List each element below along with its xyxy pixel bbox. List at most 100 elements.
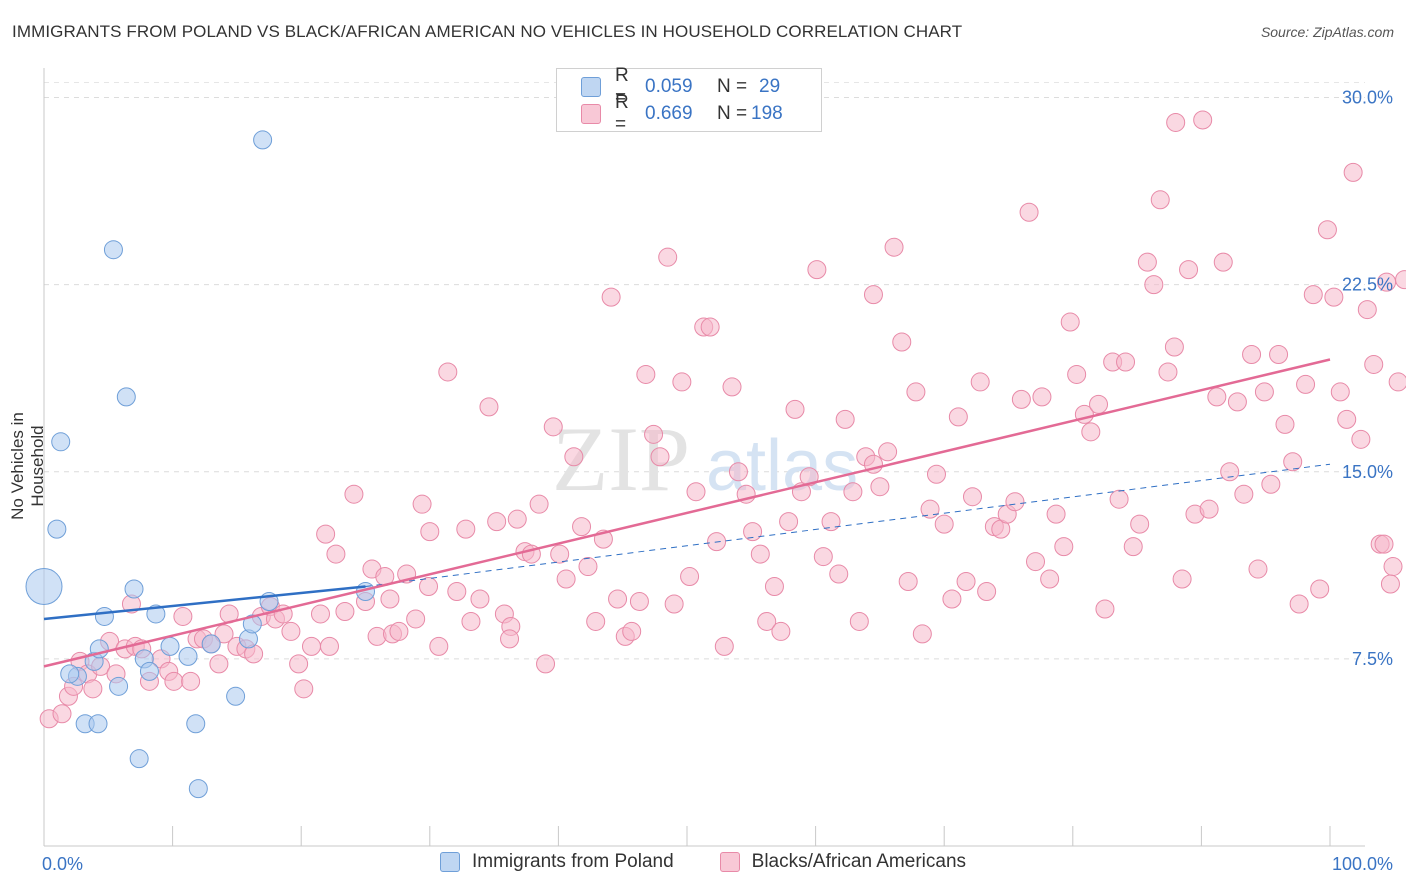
data-point-black-99 xyxy=(771,621,791,641)
correlation-legend: R = 0.059 N = 29 R = 0.669 N = 198 xyxy=(556,65,822,135)
data-point-black-166 xyxy=(1242,344,1262,364)
data-point-black-140 xyxy=(1060,312,1080,332)
data-point-black-125 xyxy=(956,572,976,592)
data-point-black-17 xyxy=(164,671,184,691)
data-point-black-108 xyxy=(835,409,855,429)
data-point-poland-25 xyxy=(242,614,262,634)
axes xyxy=(43,68,1365,847)
data-point-black-160 xyxy=(1199,499,1219,519)
data-point-poland-4 xyxy=(116,387,136,407)
data-point-poland-1 xyxy=(47,519,67,539)
data-point-black-156 xyxy=(1172,569,1192,589)
data-point-black-169 xyxy=(1261,474,1281,494)
data-point-black-96 xyxy=(750,544,770,564)
data-point-black-164 xyxy=(1227,392,1247,412)
data-point-black-59 xyxy=(487,512,507,532)
legend-swatch-poland xyxy=(581,77,601,97)
data-point-black-145 xyxy=(1095,599,1115,619)
legend-item-black: Blacks/African Americans xyxy=(719,851,966,873)
data-point-black-163 xyxy=(1220,462,1240,482)
data-point-black-72 xyxy=(578,557,598,577)
data-point-black-66 xyxy=(536,654,556,674)
data-point-black-37 xyxy=(310,604,330,624)
trend-line-poland xyxy=(43,585,366,621)
data-point-black-78 xyxy=(622,621,642,641)
legend-r-value: 0.669 xyxy=(645,103,693,124)
data-point-black-153 xyxy=(1150,190,1170,210)
data-point-black-168 xyxy=(1254,382,1274,402)
data-point-black-36 xyxy=(301,636,321,656)
y-tick-label-3: 30.0% xyxy=(1342,88,1393,108)
data-point-black-103 xyxy=(799,467,819,487)
data-point-black-150 xyxy=(1130,514,1150,534)
data-point-black-175 xyxy=(1303,285,1323,305)
data-point-black-71 xyxy=(572,517,592,537)
data-point-black-151 xyxy=(1137,252,1157,272)
data-point-black-113 xyxy=(870,477,890,497)
x-tick-label-1: 100.0% xyxy=(1332,854,1393,874)
legend-r-label: R = xyxy=(615,92,629,135)
data-point-black-97 xyxy=(757,611,777,631)
legend-n-label: N = xyxy=(717,76,748,97)
data-point-black-57 xyxy=(470,589,490,609)
trend-line-poland-extension xyxy=(365,463,1331,588)
data-point-black-53 xyxy=(438,362,458,382)
data-point-black-167 xyxy=(1248,559,1268,579)
data-point-black-84 xyxy=(664,594,684,614)
data-point-poland-3 xyxy=(103,240,123,260)
data-point-poland-11 xyxy=(94,606,114,626)
data-point-black-123 xyxy=(942,589,962,609)
data-point-black-180 xyxy=(1337,409,1357,429)
data-point-black-115 xyxy=(884,237,904,257)
data-point-black-18 xyxy=(173,606,193,626)
data-point-black-33 xyxy=(281,621,301,641)
data-point-black-173 xyxy=(1289,594,1309,614)
legend-label-poland: Immigrants from Poland xyxy=(471,851,674,872)
data-point-black-40 xyxy=(335,601,355,621)
x-tick-label-0: 0.0% xyxy=(42,854,83,874)
data-point-black-100 xyxy=(779,512,799,532)
data-point-black-133 xyxy=(1011,389,1031,409)
data-point-poland-17 xyxy=(146,604,166,624)
data-point-black-162 xyxy=(1213,252,1233,272)
data-point-black-105 xyxy=(813,547,833,567)
data-point-black-19 xyxy=(181,671,201,691)
data-point-black-101 xyxy=(785,399,805,419)
data-point-black-165 xyxy=(1234,484,1254,504)
tick-labels: 7.5% 15.0% 22.5% 30.0% 0.0% 100.0% xyxy=(42,88,1393,875)
legend-n-value: 29 xyxy=(759,76,781,97)
data-point-black-148 xyxy=(1116,352,1136,372)
data-point-black-136 xyxy=(1032,387,1052,407)
data-point-black-109 xyxy=(843,482,863,502)
data-point-black-132 xyxy=(1005,492,1025,512)
data-point-black-171 xyxy=(1275,414,1295,434)
data-point-black-187 xyxy=(1383,557,1403,577)
trend-line-black xyxy=(43,358,1331,668)
data-point-poland-21 xyxy=(188,779,208,799)
data-point-black-86 xyxy=(680,567,700,587)
legend-r-label: R = xyxy=(615,65,629,108)
data-point-poland-23 xyxy=(226,686,246,706)
data-point-black-138 xyxy=(1046,504,1066,524)
y-tick-label-1: 15.0% xyxy=(1342,462,1393,482)
data-point-black-112 xyxy=(863,285,883,305)
legend-n-value: 198 xyxy=(751,103,783,124)
data-point-black-92 xyxy=(722,377,742,397)
data-point-black-89 xyxy=(700,317,720,337)
data-point-black-161 xyxy=(1207,387,1227,407)
data-point-black-144 xyxy=(1089,394,1109,414)
data-point-black-98 xyxy=(764,577,784,597)
data-point-black-155 xyxy=(1164,337,1184,357)
data-point-poland-18 xyxy=(160,636,180,656)
data-point-black-190 xyxy=(1388,372,1406,392)
data-point-black-184 xyxy=(1364,354,1384,374)
data-point-black-157 xyxy=(1179,260,1199,280)
data-point-black-79 xyxy=(629,591,649,611)
data-point-black-39 xyxy=(326,544,346,564)
data-point-black-117 xyxy=(898,572,918,592)
data-point-black-126 xyxy=(962,487,982,507)
data-point-black-80 xyxy=(636,364,656,384)
data-point-black-170 xyxy=(1269,344,1289,364)
data-point-black-23 xyxy=(209,654,229,674)
legend-r-value: 0.059 xyxy=(645,76,693,97)
